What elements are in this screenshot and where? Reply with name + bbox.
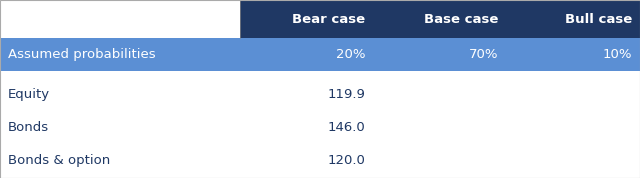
Text: 20%: 20%	[336, 48, 365, 61]
Text: 10%: 10%	[603, 48, 632, 61]
Text: 119.9: 119.9	[328, 88, 365, 101]
Bar	[240, 38, 373, 71]
Bar	[0, 38, 240, 71]
Bar	[506, 71, 640, 78]
Bar	[373, 38, 506, 71]
Text: 146.0: 146.0	[328, 121, 365, 134]
Bar	[240, 111, 373, 144]
Bar	[506, 0, 640, 38]
Text: Assumed probabilities: Assumed probabilities	[8, 48, 156, 61]
Text: Bull case: Bull case	[565, 13, 632, 26]
Bar	[506, 78, 640, 111]
Bar	[506, 38, 640, 71]
Bar	[506, 144, 640, 177]
Bar	[506, 111, 640, 144]
Bar	[373, 144, 506, 177]
Bar	[0, 78, 240, 111]
Bar	[373, 78, 506, 111]
Text: Base case: Base case	[424, 13, 499, 26]
Text: Equity: Equity	[8, 88, 50, 101]
Bar	[373, 0, 506, 38]
Text: Bonds: Bonds	[8, 121, 49, 134]
Text: 120.0: 120.0	[328, 154, 365, 167]
Bar	[240, 78, 373, 111]
Text: 70%: 70%	[469, 48, 499, 61]
Bar	[240, 0, 373, 38]
Bar	[0, 144, 240, 177]
Bar	[0, 0, 240, 38]
Bar	[0, 111, 240, 144]
Text: Bonds & option: Bonds & option	[8, 154, 110, 167]
Bar	[373, 71, 506, 78]
Bar	[373, 111, 506, 144]
Bar	[240, 71, 373, 78]
Bar	[0, 71, 240, 78]
Bar	[240, 144, 373, 177]
Text: Bear case: Bear case	[292, 13, 365, 26]
